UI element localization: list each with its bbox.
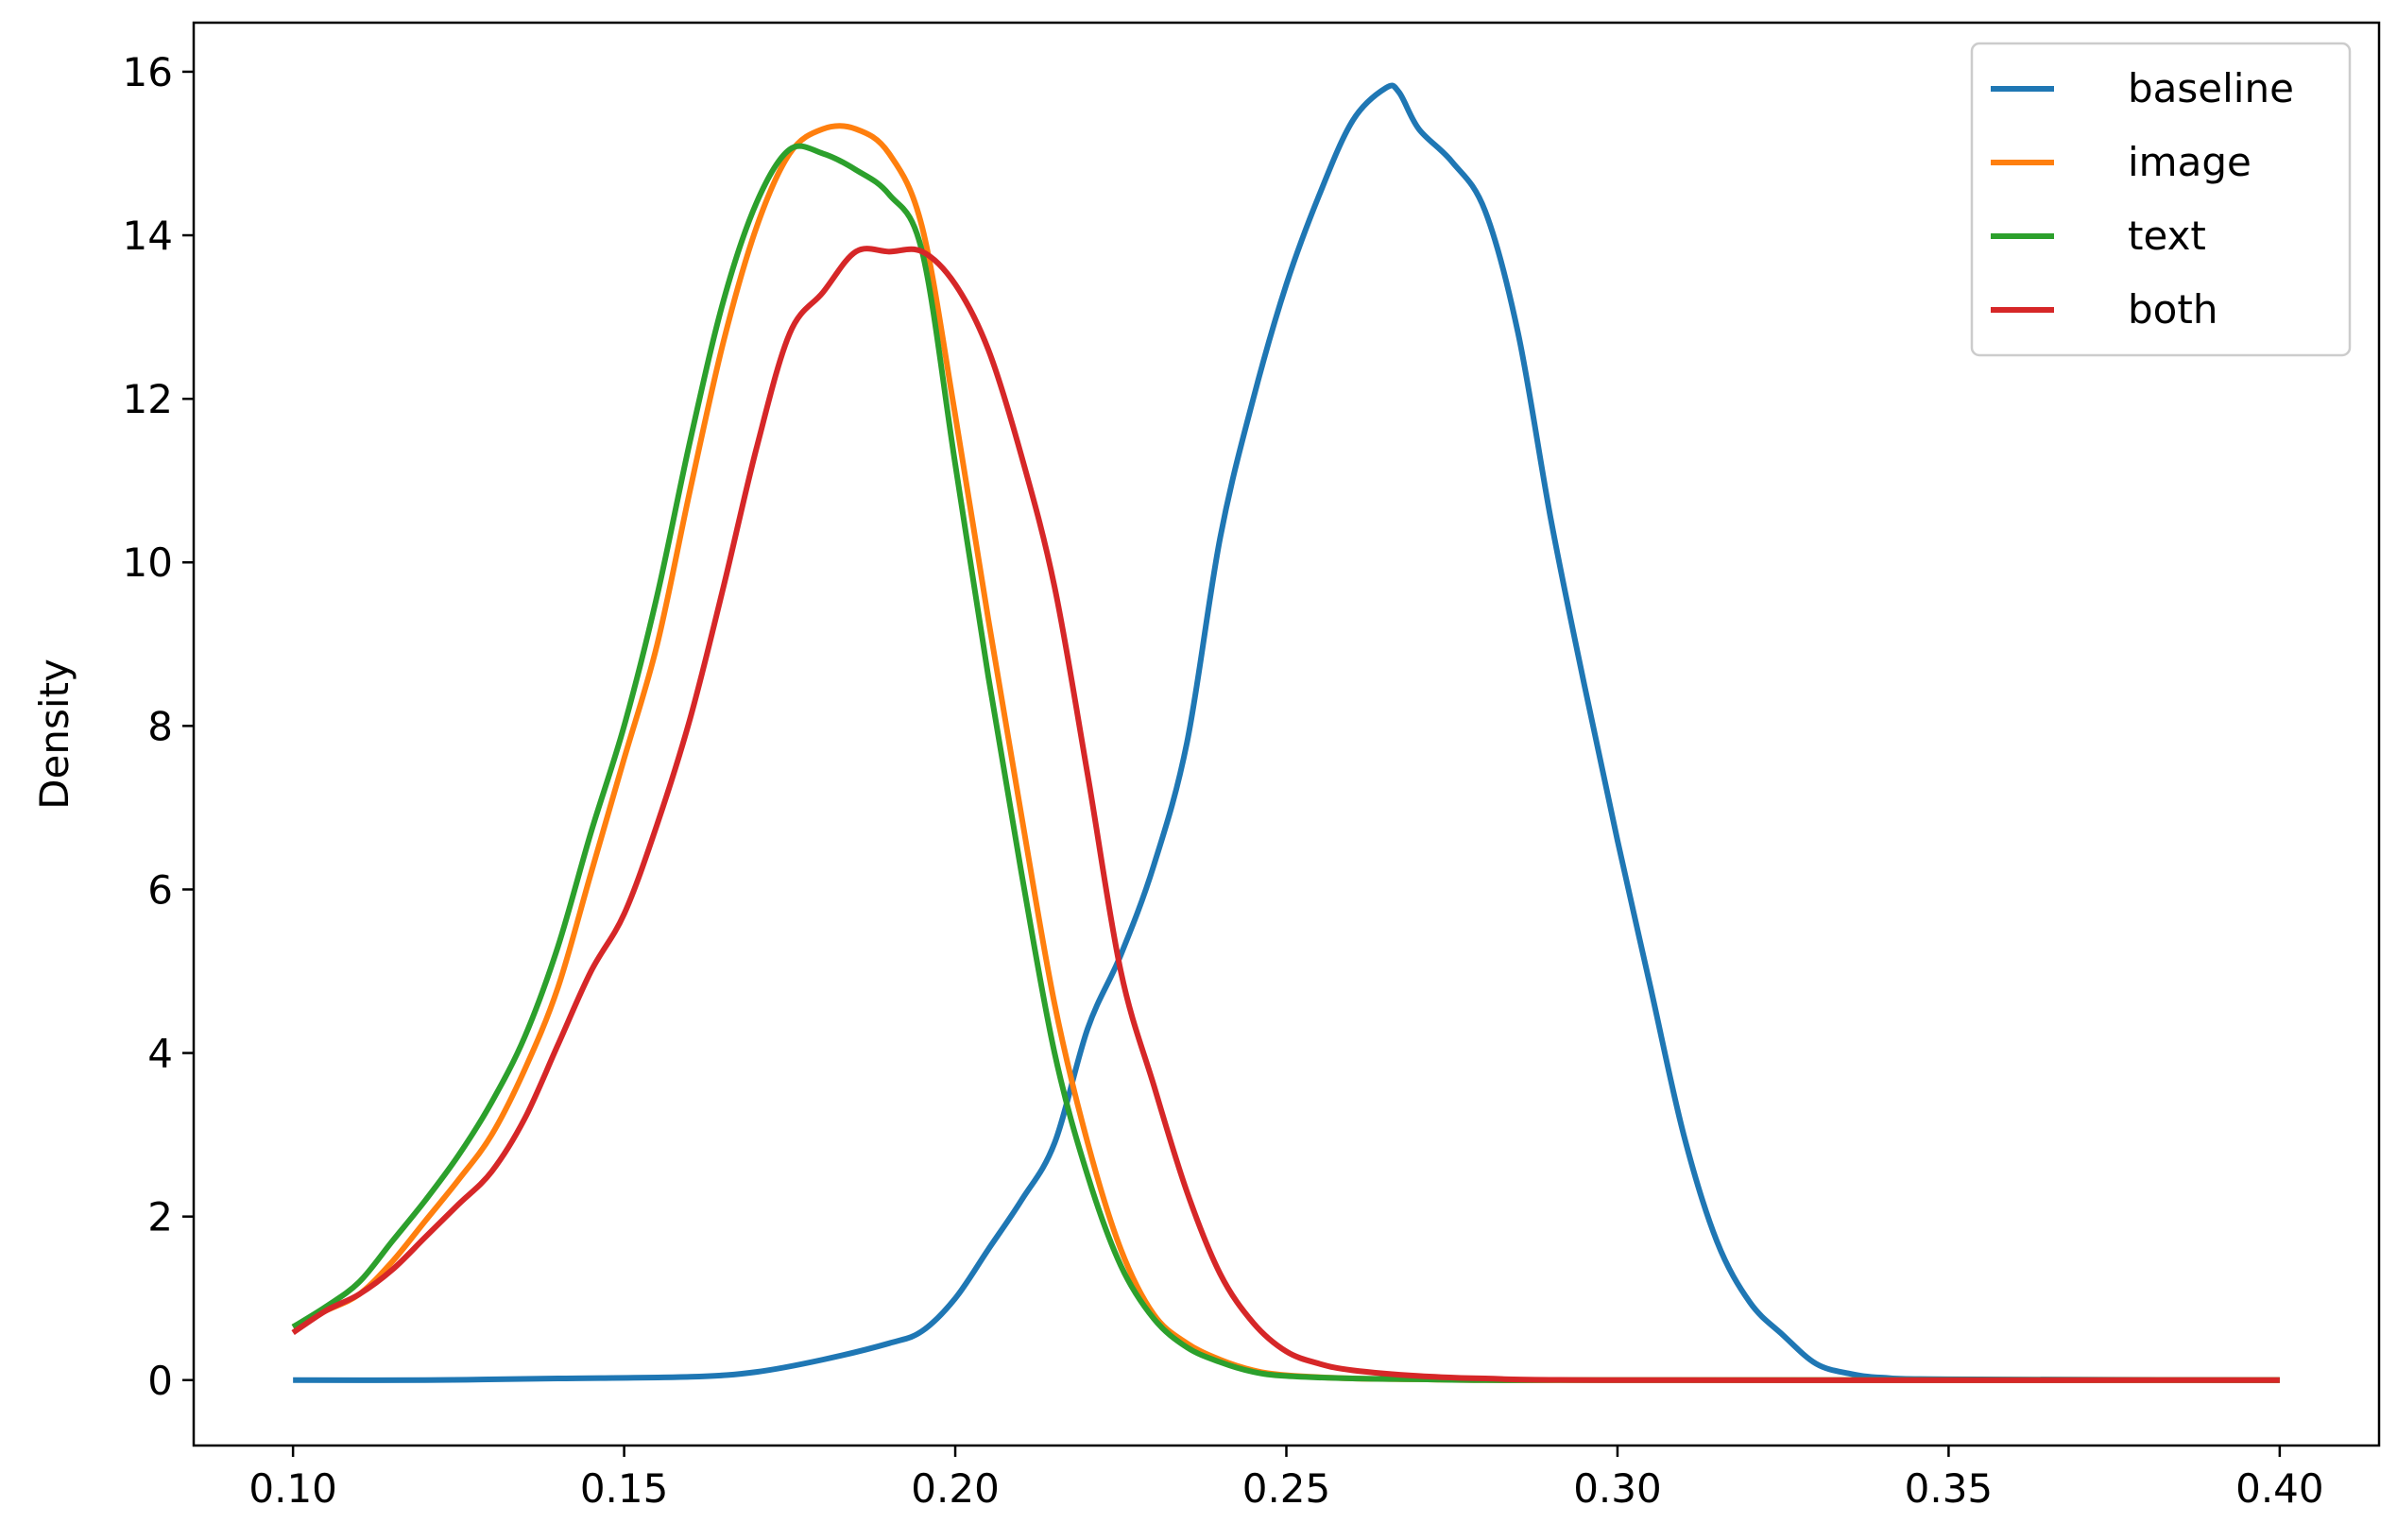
x-tick-label: 0.40 (2235, 1465, 2324, 1512)
y-tick-label: 10 (123, 539, 173, 586)
legend-label-baseline: baseline (2128, 65, 2294, 111)
legend: baseline image text both (1970, 42, 2352, 357)
y-tick-label: 8 (147, 703, 173, 749)
y-tick-label: 0 (147, 1358, 173, 1404)
x-tick-label: 0.10 (248, 1465, 337, 1512)
legend-label-both: both (2128, 286, 2217, 333)
y-tick-label: 4 (147, 1031, 173, 1077)
y-tick-label: 14 (123, 213, 173, 259)
axes-layer: 0.10 0.15 0.20 0.25 0.30 0.35 0.40 0 2 4 6 8 10 12 14 1… (123, 21, 2381, 1512)
x-tick-label: 0.20 (911, 1465, 1000, 1512)
x-tick-label: 0.15 (580, 1465, 669, 1512)
y-tick-label: 2 (147, 1194, 173, 1241)
y-tick-label: 12 (123, 376, 173, 422)
y-tick-label: 6 (147, 866, 173, 913)
series-line-text (291, 143, 2280, 1383)
x-tick-label: 0.25 (1242, 1465, 1331, 1512)
x-tick-label: 0.35 (1905, 1465, 1994, 1512)
legend-box (1970, 42, 2352, 357)
plot-layer (291, 82, 2280, 1383)
series-line-baseline (293, 82, 2280, 1383)
y-axis-label: Density (31, 659, 77, 810)
series-line-both (291, 246, 2280, 1383)
legend-label-text: text (2128, 213, 2206, 259)
y-tick-label: 16 (123, 49, 173, 95)
x-tick-label: 0.30 (1573, 1465, 1662, 1512)
legend-label-image: image (2128, 139, 2251, 185)
